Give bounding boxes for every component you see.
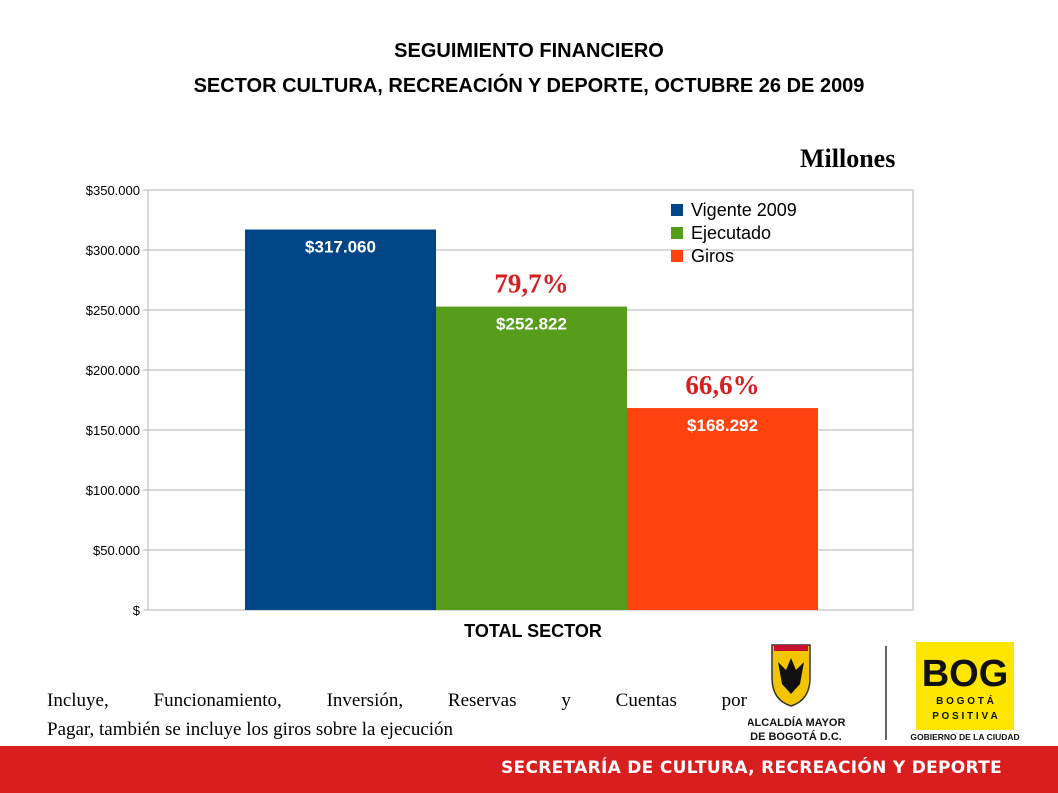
x-axis-category-label: TOTAL SECTOR [464,621,602,641]
y-tick-label: $ [133,603,141,618]
footnote-word: Inversión, [326,690,404,711]
footnote-line1: Incluye, Funcionamiento, Inversión, Reserva… [47,686,747,715]
legend: Vigente 2009 Ejecutado Giros [671,200,797,266]
footnote-word: Incluye, [47,690,109,711]
legend-swatch [671,227,683,239]
footnote-word: Funcionamiento, [153,690,282,711]
bog-logo-bogota: B O G O T Á [936,694,994,707]
bar-ejecutado [436,306,627,610]
footer-bar: SECRETARÍA DE CULTURA, RECREACIÓN Y DEPO… [0,746,1058,793]
data-label: $168.292 [687,416,758,435]
data-labels: $317.060 $252.822 $168.292 [305,238,758,436]
alcaldia-line1: ALCALDÍA MAYOR [748,716,845,729]
data-label: $317.060 [305,238,376,257]
y-tick-label: $200.000 [86,363,140,378]
bogota-positiva-logo: BOG B O G O T Á P O S I T I V A GOBIERNO… [910,642,1020,742]
bar-chart: $ $50.000 $100.000 $150.000 $200.000 $250.000… [86,183,914,641]
legend-label: Giros [691,246,734,266]
y-tick-label: $150.000 [86,423,140,438]
footnote-word: por [721,690,747,711]
legend-swatch [671,250,683,262]
footnote-word: y [561,690,571,711]
alcaldia-line2: DE BOGOTÁ D.C. [750,730,842,743]
bog-logo-text: BOG [922,653,1009,695]
legend-swatch [671,204,683,216]
bog-logo-background [916,642,1014,730]
legend-label: Vigente 2009 [691,200,797,220]
footnote: Incluye, Funcionamiento, Inversión, Reserva… [47,686,747,744]
footnote-word: Cuentas [615,690,677,711]
y-tick-label: $100.000 [86,483,140,498]
y-tick-label: $300.000 [86,243,140,258]
percent-annotation: 66,6% [685,370,759,400]
eagle-icon [778,658,804,694]
y-tick-label: $250.000 [86,303,140,318]
alcaldia-logo: ALCALDÍA MAYOR DE BOGOTÁ D.C. [748,644,845,743]
y-tick-label: $350.000 [86,183,140,198]
page-title-line1: SEGUIMIENTO FINANCIERO [394,40,664,62]
bar-vigente-2009 [245,229,436,610]
bars [245,229,818,610]
y-tick-label: $50.000 [93,543,140,558]
legend-label: Ejecutado [691,223,771,243]
unit-label: Millones [800,144,896,173]
footer-text: SECRETARÍA DE CULTURA, RECREACIÓN Y DEPO… [501,758,1002,778]
y-tick-labels: $ $50.000 $100.000 $150.000 $200.000 $250.000… [86,183,141,618]
page-title-line2: SECTOR CULTURA, RECREACIÓN Y DEPORTE, OC… [193,75,865,97]
bar-giros [627,408,818,610]
bog-logo-positiva: P O S I T I V A [932,711,998,722]
percent-annotation: 79,7% [494,269,568,299]
logos: ALCALDÍA MAYOR DE BOGOTÁ D.C. BOG B O G … [748,642,1020,743]
footnote-word: Reservas [447,690,517,711]
annotations: 79,7% 66,6% [494,269,759,400]
gobierno-label: GOBIERNO DE LA CIUDAD [910,732,1019,742]
footnote-line2: Pagar, también se incluye los giros sobr… [47,719,454,740]
shield-band [774,645,808,651]
data-label: $252.822 [496,315,567,334]
